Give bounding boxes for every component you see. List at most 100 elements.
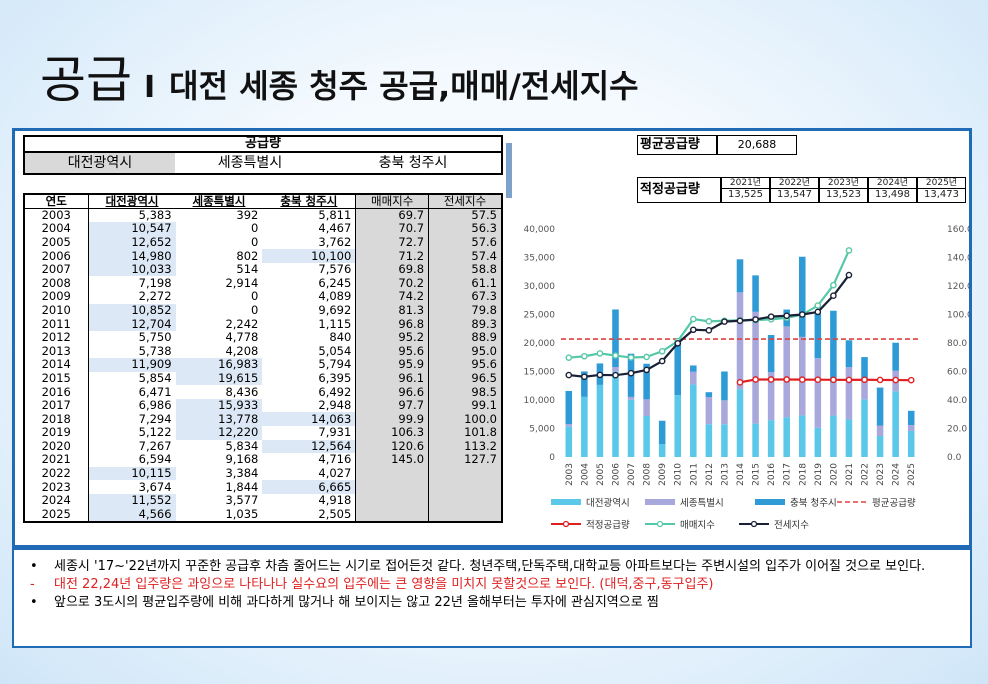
cell-sejong: 0 — [251, 234, 259, 249]
legend-marker — [562, 520, 570, 528]
title-separator: I — [144, 70, 156, 105]
table-scrollbar[interactable] — [505, 133, 513, 533]
bar-segment — [690, 384, 697, 457]
y-left-tick-label: 30,000 — [524, 282, 556, 292]
cell-sejong: 13,778 — [175, 412, 263, 426]
cell-sale-index: 70.2 — [355, 276, 429, 291]
table-row: 2003 5,383 392 5,811 69.7 57.5 — [23, 208, 504, 223]
cell-cheongju: 5,794 — [318, 357, 352, 372]
bar-segment — [736, 292, 744, 390]
cell-sale-index: 145.0 — [355, 453, 429, 467]
cell-sejong: 2,914 — [225, 275, 259, 290]
cell-sejong: 15,933 — [175, 399, 263, 413]
col-sejong: 세종특별시 — [175, 193, 263, 209]
cell-sale-index: 72.7 — [355, 236, 429, 250]
note-3: • 앞으로 3도시의 평균입주량에 비해 과다하게 많거나 해 보이지는 않고 … — [30, 594, 958, 612]
proper-supply-year: 2023년 — [819, 177, 868, 189]
cell-year: 2004 — [23, 222, 89, 236]
cell-daejeon: 4,566 — [88, 507, 176, 523]
series-point — [767, 376, 775, 383]
cell-year: 2019 — [23, 426, 89, 440]
bar-segment — [612, 309, 619, 368]
cell-sejong: 8,436 — [225, 384, 259, 399]
slide-title: 공급 I 대전 세종 청주 공급,매매/전세지수 — [40, 40, 639, 109]
x-tick-label: 2012 — [705, 463, 715, 486]
proper-supply-year: 2022년 — [770, 177, 819, 189]
avg-supply-value: 20,688 — [717, 135, 797, 155]
cell-cheongju: 2,505 — [262, 507, 356, 523]
legend-label: 매매지수 — [680, 520, 715, 531]
title-subtitle: 대전 세종 청주 공급,매매/전세지수 — [169, 67, 639, 105]
cell-jeonse-index: 61.1 — [428, 276, 504, 291]
cell-cheongju: 4,918 — [318, 493, 352, 508]
bar-segment — [861, 399, 868, 457]
bar-segment — [783, 326, 790, 418]
cell-daejeon: 5,750 — [138, 330, 172, 345]
cell-jeonse-index: 96.5 — [428, 372, 504, 386]
series-point — [627, 354, 635, 361]
bar-segment — [798, 336, 806, 416]
cell-sejong: 514 — [236, 262, 259, 277]
chart-panel: 평균공급량 20,688 적정공급량 2021년 13,525 2022년 13,54… — [503, 131, 969, 545]
cell-sejong: 12,220 — [175, 426, 263, 440]
x-tick-label: 2017 — [783, 463, 793, 486]
note-1-bullet: • — [30, 559, 38, 574]
bar-segment — [814, 358, 822, 428]
cell-sale-index: 95.9 — [355, 358, 429, 372]
y-left-tick-label: 20,000 — [524, 339, 556, 349]
bar-segment — [767, 420, 775, 457]
series-point — [581, 352, 588, 360]
legend-label: 전세지수 — [774, 520, 809, 531]
cell-jeonse-index: 89.3 — [428, 317, 504, 331]
scrollbar-thumb[interactable] — [506, 143, 512, 198]
cell-daejeon: 5,738 — [138, 343, 172, 358]
cell-cheongju: 10,100 — [262, 249, 356, 263]
bar-segment — [690, 365, 697, 372]
bar-segment — [907, 410, 915, 426]
cell-sejong: 19,615 — [175, 372, 263, 386]
series-point — [627, 369, 635, 377]
table-row: 2016 6,471 8,436 6,492 96.6 98.5 — [23, 384, 504, 399]
series-point — [752, 316, 759, 323]
series-point — [814, 308, 822, 316]
bar-segment — [876, 436, 884, 457]
series-point — [907, 376, 915, 384]
col-daejeon: 대전광역시 — [88, 193, 176, 209]
x-tick-label: 2010 — [674, 463, 684, 486]
bar-segment — [705, 396, 713, 425]
cell-daejeon: 3,674 — [138, 479, 172, 494]
cell-sale-index: 69.7 — [355, 208, 429, 223]
cell-year: 2005 — [23, 236, 89, 250]
series-point — [752, 376, 759, 383]
x-tick-label: 2021 — [845, 463, 855, 486]
bar-segment — [612, 367, 619, 372]
series-point — [565, 354, 573, 361]
cell-daejeon: 5,122 — [138, 425, 172, 440]
cell-jeonse-index: 67.3 — [428, 290, 504, 304]
series-point — [643, 366, 650, 374]
cell-jeonse-index — [428, 493, 504, 508]
series-point — [767, 313, 775, 320]
proper-supply-value: 13,525 — [721, 189, 770, 203]
y-left-tick-label: 0 — [549, 453, 555, 463]
series-point — [736, 317, 744, 325]
cell-cheongju: 9,692 — [318, 302, 352, 317]
x-tick-label: 2006 — [611, 463, 621, 486]
bar-segment — [674, 395, 682, 457]
bar-segment — [643, 363, 650, 400]
table-row: 2012 5,750 4,778 840 95.2 88.9 — [23, 330, 504, 345]
cell-cheongju: 2,948 — [318, 398, 352, 413]
note-3-bullet: • — [30, 595, 38, 610]
cell-daejeon: 6,471 — [138, 384, 172, 399]
cell-cheongju: 4,089 — [318, 289, 352, 304]
table-row: 2011 12,704 2,242 1,115 96.8 89.3 — [23, 317, 504, 331]
legend-label: 대전광역시 — [586, 497, 630, 509]
cell-jeonse-index — [428, 480, 504, 494]
x-tick-label: 2007 — [627, 463, 637, 486]
y-left-tick-label: 5,000 — [529, 425, 555, 435]
bar-segment — [783, 417, 790, 457]
table-row: 2018 7,294 13,778 14,063 99.9 100.0 — [23, 412, 504, 426]
legend-swatch — [551, 499, 581, 505]
series-point — [690, 315, 697, 323]
series-point — [736, 379, 744, 386]
